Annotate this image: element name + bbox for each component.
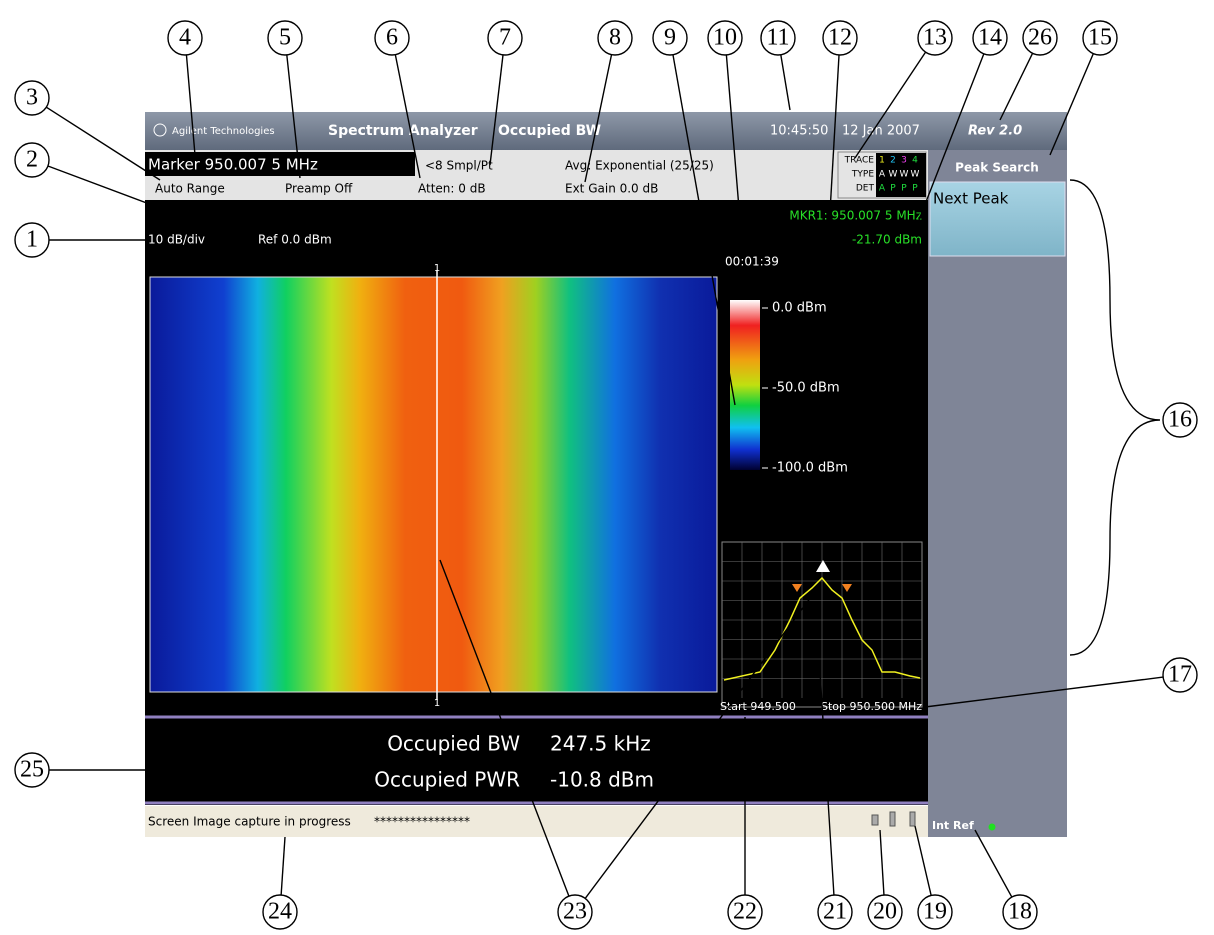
int-ref: Int Ref bbox=[932, 819, 974, 832]
status-message: Screen Image capture in progress bbox=[148, 815, 351, 829]
callout-number: 20 bbox=[873, 899, 897, 925]
callout-number: 26 bbox=[1028, 25, 1052, 51]
date: 12 Jan 2007 bbox=[842, 124, 920, 139]
color-scale-label: -50.0 dBm bbox=[772, 381, 840, 396]
callout-number: 2 bbox=[26, 147, 38, 173]
trace-cell: W bbox=[900, 170, 909, 180]
callout-number: 8 bbox=[609, 25, 621, 51]
elapsed-time: 00:01:39 bbox=[725, 255, 779, 269]
color-bar bbox=[730, 300, 760, 470]
callout-number: 1 bbox=[26, 227, 38, 253]
mode-name: Occupied BW bbox=[498, 123, 601, 139]
trace-cell: A bbox=[879, 170, 886, 180]
marker-tag-bottom: 1 bbox=[434, 698, 440, 709]
callout-number: 3 bbox=[26, 85, 38, 111]
callout-number: 11 bbox=[766, 25, 789, 51]
callout-number: 6 bbox=[386, 25, 398, 51]
title-bar bbox=[145, 112, 1067, 150]
leaders bbox=[1070, 180, 1160, 655]
callout-number: 17 bbox=[1168, 662, 1192, 688]
reference-level: Ref 0.0 dBm bbox=[258, 233, 332, 247]
callout-number: 12 bbox=[828, 25, 852, 51]
trace-cell: 3 bbox=[901, 156, 907, 166]
callout-number: 23 bbox=[563, 899, 587, 925]
callout-number: 22 bbox=[733, 899, 757, 925]
brace bbox=[1070, 180, 1160, 655]
menu-title: Peak Search bbox=[955, 161, 1039, 175]
start-frequency: Start 949.500 bbox=[720, 700, 796, 713]
app-name: Spectrum Analyzer bbox=[328, 123, 478, 139]
samples: <8 Smpl/Pt bbox=[425, 159, 493, 173]
result-label: Occupied BW bbox=[387, 732, 520, 756]
scale: 10 dB/div bbox=[148, 233, 205, 247]
trace-row-label: DET bbox=[856, 184, 875, 194]
trace-row-label: TRACE bbox=[844, 156, 875, 166]
active-function: Marker 950.007 5 MHz bbox=[148, 156, 318, 174]
result-label: Occupied PWR bbox=[374, 768, 520, 792]
spectrogram bbox=[150, 277, 717, 692]
callout-number: 7 bbox=[499, 25, 511, 51]
trace-cell: 2 bbox=[890, 156, 896, 166]
softkey-label[interactable]: Next Peak bbox=[933, 190, 1009, 208]
callout-number: 25 bbox=[20, 757, 44, 783]
callout-number: 16 bbox=[1168, 407, 1192, 433]
result-value: 247.5 kHz bbox=[550, 732, 651, 756]
trace-row-label: TYPE bbox=[851, 170, 874, 180]
external-gain: Ext Gain 0.0 dB bbox=[565, 182, 658, 196]
trace-cell: P bbox=[901, 184, 907, 194]
result-value: -10.8 dBm bbox=[550, 768, 654, 792]
range: Auto Range bbox=[155, 182, 225, 196]
time: 10:45:50 bbox=[770, 124, 828, 139]
trace-cell: W bbox=[911, 170, 920, 180]
callout-number: 9 bbox=[664, 25, 676, 51]
stop-frequency: Stop 950.500 MHz bbox=[821, 700, 922, 713]
callout-leader bbox=[880, 830, 884, 895]
annotated-screenshot: Agilent Technologies Spectrum Analyzer O… bbox=[0, 0, 1214, 935]
callout-number: 4 bbox=[179, 25, 191, 51]
status-progress: **************** bbox=[374, 815, 470, 829]
callout-number: 10 bbox=[713, 25, 737, 51]
logo: Agilent Technologies bbox=[172, 126, 275, 137]
callout-number: 24 bbox=[268, 899, 292, 925]
color-scale-label: -100.0 dBm bbox=[772, 461, 848, 476]
callout-number: 21 bbox=[823, 899, 847, 925]
trace-cell: 1 bbox=[879, 156, 885, 166]
callout-leader bbox=[281, 837, 285, 895]
callout-leader bbox=[781, 55, 790, 110]
callout-number: 18 bbox=[1008, 899, 1032, 925]
callout-number: 13 bbox=[923, 25, 947, 51]
callout-number: 15 bbox=[1088, 25, 1112, 51]
callout-number: 19 bbox=[923, 899, 947, 925]
firmware-rev: Rev 2.0 bbox=[968, 124, 1022, 139]
trace-cell: P bbox=[890, 184, 896, 194]
preamp: Preamp Off bbox=[285, 182, 353, 196]
callout-leader bbox=[1000, 53, 1033, 120]
attenuation: Atten: 0 dB bbox=[418, 182, 486, 196]
callout-number: 5 bbox=[279, 25, 291, 51]
trace-cell: 4 bbox=[912, 156, 918, 166]
marker-frequency: MKR1: 950.007 5 MHz bbox=[789, 209, 922, 223]
trace-cell: A bbox=[879, 184, 886, 194]
callout-leader bbox=[1050, 54, 1093, 155]
callout-number: 14 bbox=[978, 25, 1002, 51]
trace-cell: P bbox=[912, 184, 918, 194]
marker-tag-top: 1 bbox=[434, 263, 440, 274]
trace-cell: W bbox=[889, 170, 898, 180]
marker-level: -21.70 dBm bbox=[852, 233, 922, 247]
color-scale-label: 0.0 dBm bbox=[772, 301, 827, 316]
callout-leader bbox=[46, 107, 160, 180]
callout-leader bbox=[975, 830, 1012, 897]
int-ref-led bbox=[989, 824, 996, 831]
